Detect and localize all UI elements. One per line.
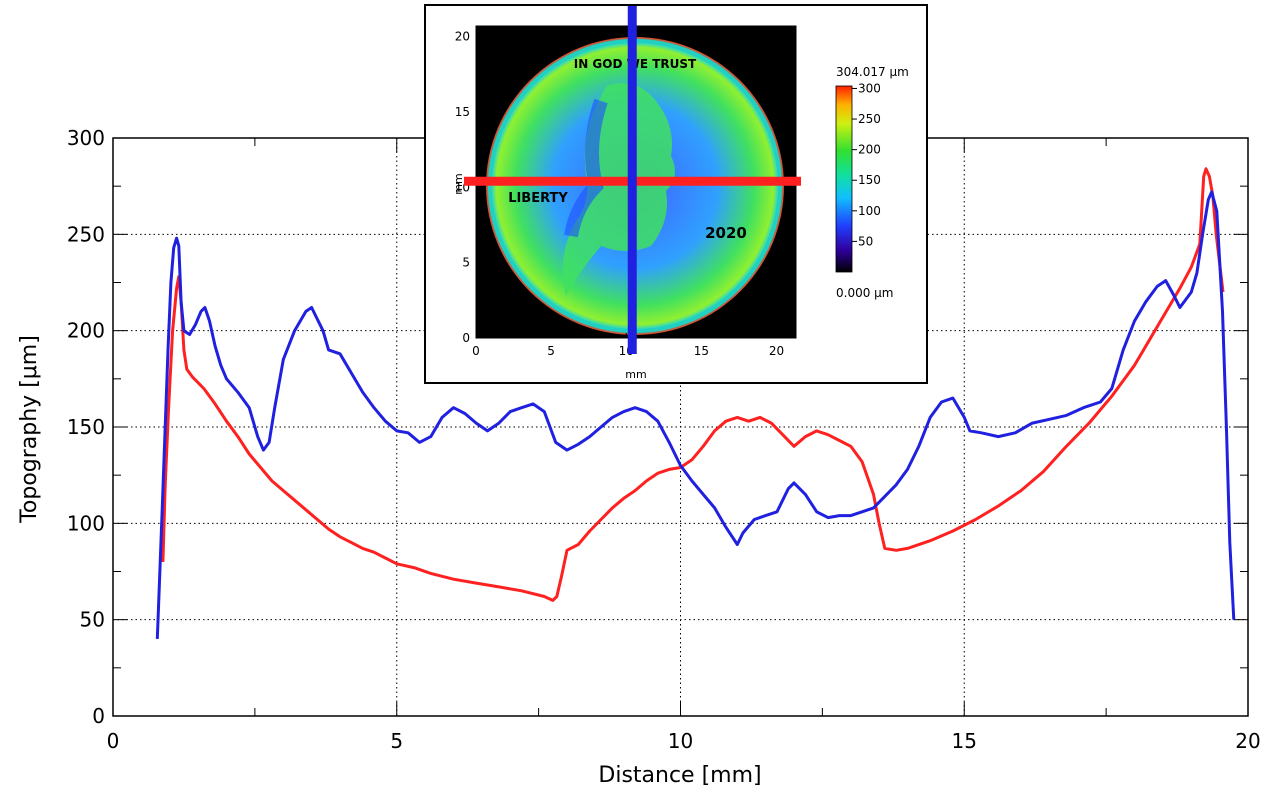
colorbar-tick-label: 250 [858,112,881,126]
axis-ticks [112,137,1249,717]
y-tick-label: 150 [67,415,105,439]
x-tick-label: 5 [390,729,403,753]
inset-heatmap: IN GOD WE TRUST LIBERTY 2020 0 5 10 15 20051… [452,6,909,381]
y-tick-label: 50 [80,608,105,632]
inset-x-tick-label: 20 [769,344,784,358]
colorbar-tick-label: 50 [858,234,873,248]
x-axis-label: Distance [mm] [598,763,761,788]
inset-x-tick-label: 0 [472,344,480,358]
colorbar-max-label: 304.017 μm [836,65,909,79]
inset-x-tick-label: 15 [694,344,709,358]
series-line-1 [155,190,1236,639]
inset-y-tick-label: 20 [455,30,470,44]
inset-ticks [475,26,796,339]
x-tick-label: 15 [952,729,977,753]
inset-y-axis-label: mm [452,173,465,194]
inset-y-tick-label: 15 [455,105,470,119]
y-tick-label: 250 [67,222,105,246]
y-axis-label: Topography [μm] [17,335,42,524]
inset-x-tick-label: 5 [547,344,555,358]
series-line-0 [161,167,1225,602]
series-group [155,167,1236,639]
x-tick-label: 10 [668,729,693,753]
coin-text-liberty: LIBERTY [508,191,568,206]
y-tick-label: 0 [92,704,105,728]
colorbar-ticks: 300 250 200 150 100 50 [852,81,881,248]
inset-y-tick-label: 0 [462,331,470,345]
colorbar [835,85,853,273]
x-tick-label: 0 [107,729,120,753]
coin-text-year: 2020 [705,224,747,242]
portrait-face-shadow [564,98,608,238]
y-tick-label: 300 [67,126,105,150]
inset-panel: IN GOD WE TRUST LIBERTY 2020 0 5 10 15 20 0 5 1… [424,4,928,384]
colorbar-tick-label: 100 [858,204,881,218]
colorbar-tick-label: 300 [858,81,881,95]
inset-x-axis-label: mm [625,368,646,381]
y-tick-label: 100 [67,511,105,535]
x-tick-label: 20 [1235,729,1260,753]
colorbar-tick-label: 150 [858,173,881,187]
colorbar-min-label: 0.000 μm [836,286,894,300]
y-tick-label: 200 [67,319,105,343]
colorbar-tick-label: 200 [858,143,881,157]
inset-y-tick-label: 5 [462,256,470,270]
